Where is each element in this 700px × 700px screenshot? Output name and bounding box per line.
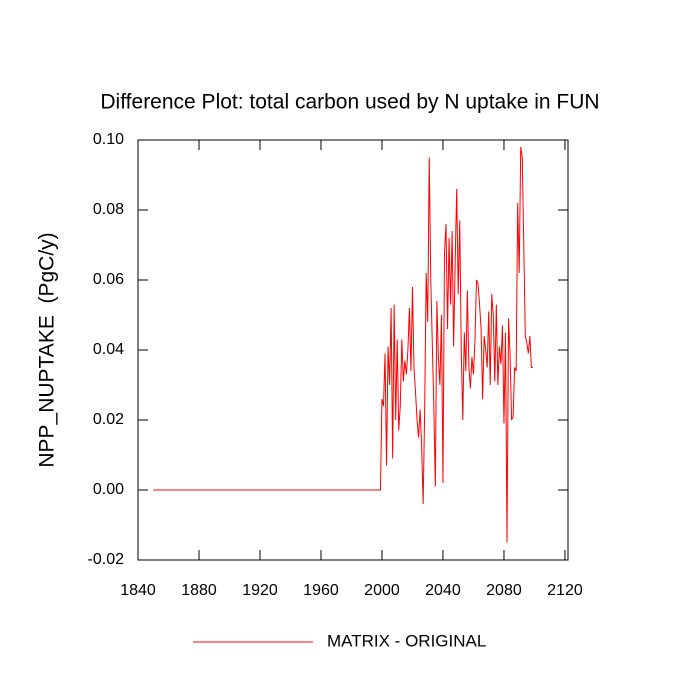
data-line <box>153 146 533 543</box>
y-tick-label: 0.04 <box>93 341 124 358</box>
x-tick-label: 1840 <box>120 582 156 599</box>
chart-title: Difference Plot: total carbon used by N … <box>100 91 599 114</box>
y-tick-label: 0.08 <box>93 201 124 218</box>
x-tick-label: 2000 <box>364 582 400 599</box>
x-tick-label: 2080 <box>486 582 522 599</box>
plot-frame <box>137 139 569 561</box>
y-tick-label: 0.10 <box>93 131 124 148</box>
y-tick-label: -0.02 <box>88 551 125 568</box>
x-tick-label: 2040 <box>425 582 461 599</box>
x-tick-label: 1880 <box>181 582 217 599</box>
y-tick-label: 0.02 <box>93 411 124 428</box>
x-tick-label: 2120 <box>547 582 583 599</box>
y-axis-label: NPP_NUPTAKE (PgC/y) <box>36 232 59 467</box>
y-tick-label: 0.06 <box>93 271 124 288</box>
y-tick-label: 0.00 <box>93 481 124 498</box>
x-tick-label: 1960 <box>303 582 339 599</box>
legend-label: MATRIX - ORIGINAL <box>327 631 486 650</box>
x-tick-label: 1920 <box>242 582 278 599</box>
